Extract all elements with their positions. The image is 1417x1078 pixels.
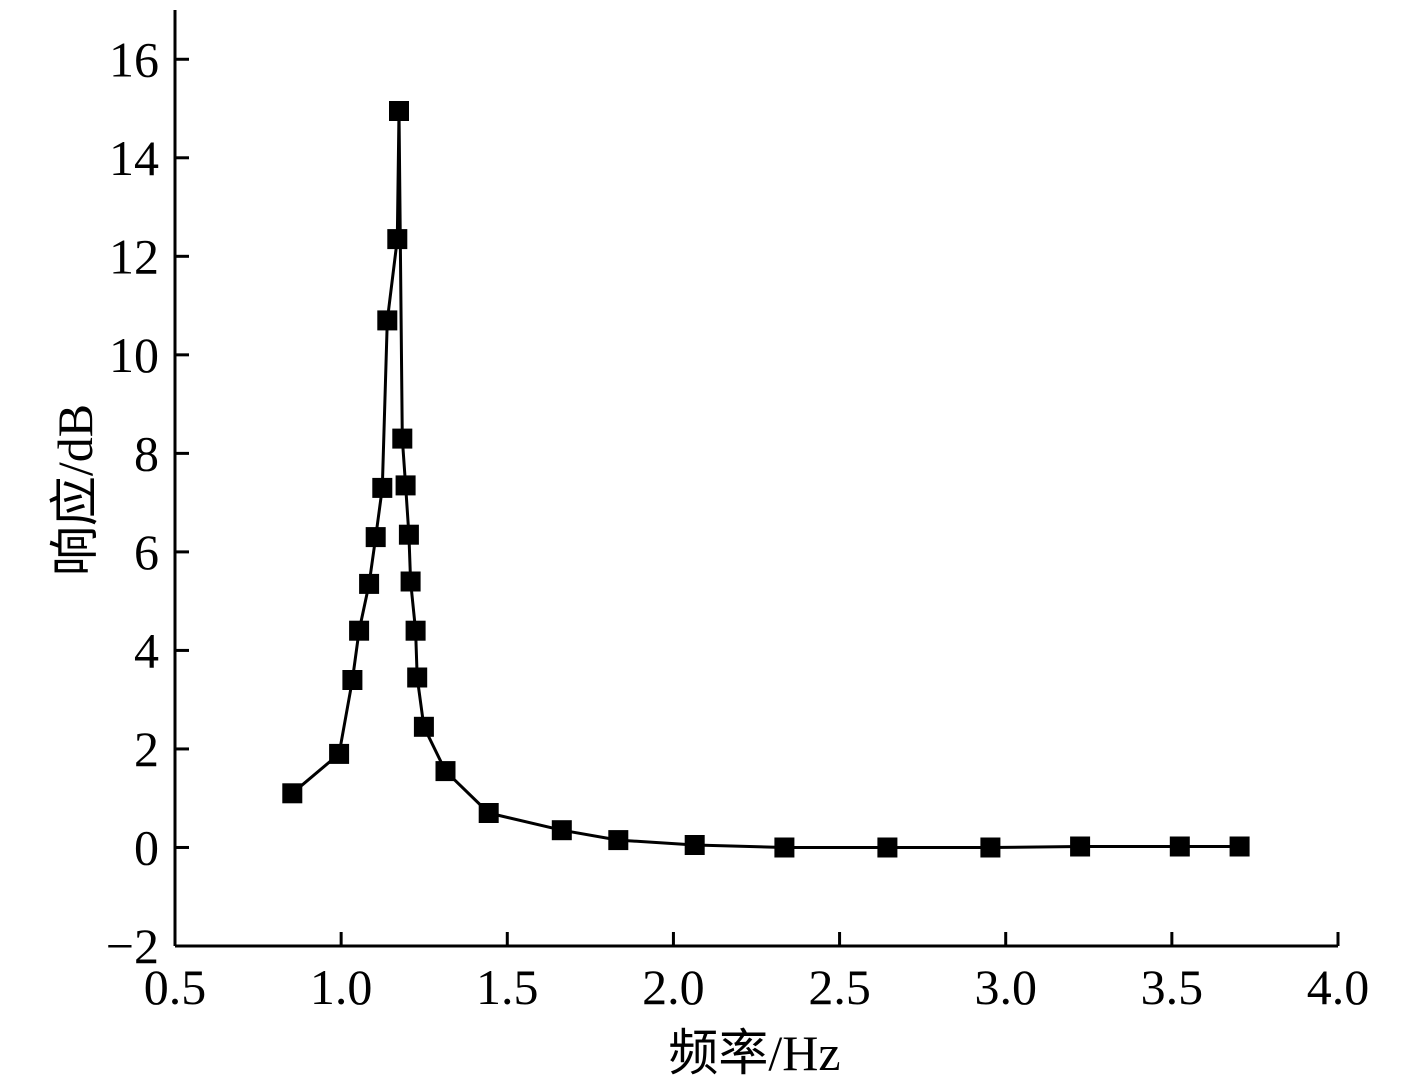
x-tick-label: 1.0 [310, 959, 373, 1015]
data-point [435, 761, 456, 782]
data-point [398, 524, 419, 545]
x-tick-label: 3.5 [1141, 959, 1204, 1015]
data-point [1169, 836, 1190, 857]
data-point [413, 716, 434, 737]
data-point [980, 837, 1001, 858]
data-point [405, 620, 426, 641]
data-point [400, 571, 421, 592]
data-point [1229, 836, 1250, 857]
data-point [282, 783, 303, 804]
y-tick-label: 10 [109, 327, 159, 383]
x-tick-label: 3.0 [974, 959, 1037, 1015]
data-point [551, 820, 572, 841]
y-tick-label: 0 [134, 819, 159, 875]
y-tick-label: 4 [134, 622, 159, 678]
data-point [365, 527, 386, 548]
y-axis-title: 响应/dB [47, 404, 103, 576]
data-point [349, 620, 370, 641]
y-tick-label: 16 [109, 31, 159, 87]
x-axis-title: 频率/Hz [668, 1025, 840, 1078]
x-tick-label: 0.5 [144, 959, 207, 1015]
data-point [478, 803, 499, 823]
x-tick-label: 4.0 [1307, 959, 1370, 1015]
data-point [877, 837, 898, 858]
data-point [392, 428, 413, 449]
y-tick-label: 8 [134, 425, 159, 481]
x-tick-label: 2.5 [808, 959, 871, 1015]
y-ticks: −2 0 2 4 6 8 10 12 14 16 [106, 31, 189, 974]
x-tick-label: 2.0 [642, 959, 705, 1015]
data-point [342, 670, 363, 690]
data-point [372, 477, 393, 498]
data-point [387, 229, 408, 250]
x-ticks: 0.5 1.0 1.5 2.0 2.5 3.0 3.5 4.0 [144, 932, 1370, 1015]
axes [173, 10, 1338, 948]
data-point [395, 475, 416, 496]
data-point [407, 667, 428, 688]
data-point [377, 310, 398, 331]
data-point [684, 835, 705, 855]
data-point [359, 573, 380, 594]
data-point [608, 830, 629, 851]
data-point [329, 743, 350, 764]
y-tick-label: 6 [134, 524, 159, 580]
data-point [1070, 836, 1091, 857]
y-tick-label: 2 [134, 721, 159, 777]
data-point [389, 101, 409, 121]
data-point [774, 837, 795, 858]
series-line [291, 109, 1240, 849]
series-layer [282, 101, 1250, 858]
y-tick-label: 12 [109, 228, 159, 284]
x-tick-label: 1.5 [476, 959, 539, 1015]
y-tick-label: −2 [106, 918, 159, 974]
y-tick-label: 14 [109, 130, 159, 186]
